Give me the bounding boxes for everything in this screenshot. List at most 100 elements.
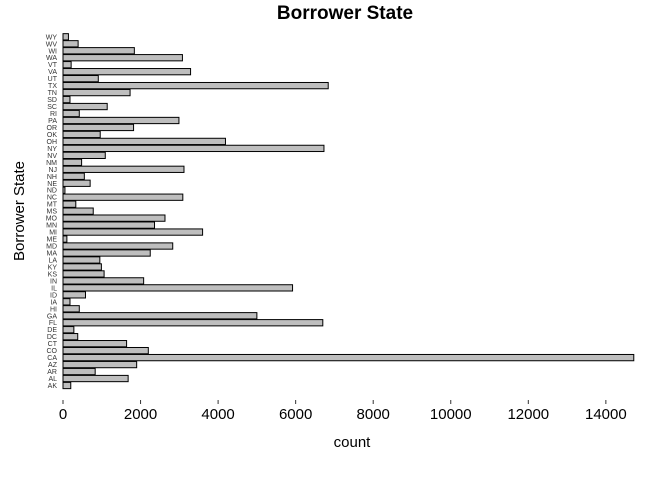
y-tick-label: MO <box>46 216 58 223</box>
bar-mt <box>62 200 77 208</box>
bar-wi <box>62 47 135 55</box>
y-tick-label: UT <box>48 76 58 83</box>
bar-ok <box>62 130 101 139</box>
y-tick-labels: AKALARAZCACOCTDCDEFLGAHIIAIDILINKSKYLAMA… <box>46 34 58 390</box>
bar-wa <box>62 54 183 62</box>
bar-ga <box>62 312 258 320</box>
bar-ms <box>62 207 94 215</box>
y-tick-label: MN <box>46 223 57 230</box>
y-tick-label: MA <box>47 250 58 257</box>
bar-ks <box>62 270 105 278</box>
bar-ut <box>62 75 99 83</box>
bar-mi <box>62 228 204 236</box>
y-tick-label: NH <box>47 174 57 181</box>
bar-il <box>62 284 294 292</box>
y-tick-label: WA <box>46 55 57 62</box>
x-tick-label: 0 <box>59 406 67 423</box>
bar-in <box>62 277 145 285</box>
bar-nh <box>62 172 85 180</box>
y-tick-label: DE <box>47 327 57 334</box>
bar-oh <box>62 137 226 146</box>
y-tick-label: AZ <box>48 362 58 369</box>
y-tick-label: TX <box>48 83 57 90</box>
bar-md <box>62 242 174 250</box>
y-tick-label: HI <box>50 306 57 313</box>
y-tick-label: WI <box>48 48 57 55</box>
bar-ak <box>62 381 72 390</box>
bar-tn <box>62 88 131 97</box>
y-tick-label: CT <box>48 341 58 348</box>
x-axis-title: count <box>334 434 372 451</box>
y-tick-label: ND <box>47 188 57 195</box>
x-tick-label: 4000 <box>201 406 234 423</box>
bar-la <box>62 256 101 264</box>
y-tick-label: ID <box>50 292 57 299</box>
x-tick-label: 2000 <box>124 406 157 423</box>
y-tick-label: AK <box>48 383 58 390</box>
chart-title: Borrower State <box>277 3 413 24</box>
y-tick-label: IA <box>50 299 57 306</box>
bar-dc <box>62 333 79 341</box>
y-tick-label: NM <box>46 160 57 167</box>
y-tick-label: FL <box>49 320 57 327</box>
bar-me <box>62 235 68 243</box>
bar-sd <box>62 95 71 104</box>
x-tick-label: 6000 <box>279 406 312 423</box>
bar-mn <box>62 221 156 229</box>
bar-sc <box>62 102 108 111</box>
bar-va <box>62 68 192 76</box>
bar-ia <box>62 298 71 306</box>
y-tick-label: IL <box>51 285 57 292</box>
y-tick-label: SC <box>47 104 57 111</box>
bar-fl <box>62 319 324 327</box>
bar-ar <box>62 367 96 376</box>
y-tick-label: CO <box>47 348 58 355</box>
bar-ri <box>62 109 80 118</box>
bar-ky <box>62 263 102 271</box>
x-tick-label: 8000 <box>357 406 390 423</box>
y-tick-label: ME <box>47 237 58 244</box>
y-tick-label: IN <box>50 278 57 285</box>
bar-co <box>62 346 149 355</box>
x-tick-label: 10000 <box>430 406 472 423</box>
bar-wy <box>62 33 69 41</box>
bar-nc <box>62 193 184 201</box>
y-tick-label: PA <box>48 118 57 125</box>
x-tick-label: 12000 <box>507 406 549 423</box>
bar-ny <box>62 144 325 153</box>
y-tick-label: OH <box>47 139 58 146</box>
bar-or <box>62 123 135 132</box>
y-tick-label: LA <box>48 257 57 264</box>
bar-ct <box>62 340 128 348</box>
y-tick-label: KS <box>48 271 58 278</box>
x-axis: 0 2000 4000 6000 8000 10000 12000 14000 <box>59 400 627 423</box>
y-tick-label: OR <box>47 125 58 132</box>
bar-nd <box>62 186 66 194</box>
y-tick-label: CA <box>47 355 57 362</box>
bar-mo <box>62 214 166 222</box>
y-tick-label: NC <box>47 195 57 202</box>
bar-pa <box>62 116 180 125</box>
y-tick-label: KY <box>48 264 58 271</box>
y-tick-label: NE <box>47 181 57 188</box>
y-tick-label: MI <box>49 230 57 237</box>
y-tick-label: MS <box>47 209 58 216</box>
bar-az <box>62 360 138 369</box>
bar-ne <box>62 179 91 187</box>
y-tick-label: WY <box>46 34 58 41</box>
bar-nj <box>62 165 185 173</box>
y-tick-label: WV <box>46 41 58 48</box>
x-tick-label: 14000 <box>585 406 627 423</box>
y-tick-label: AL <box>48 376 57 383</box>
y-tick-label: TN <box>48 90 57 97</box>
bar-tx <box>62 81 329 90</box>
bar-hi <box>62 305 80 313</box>
bar-nv <box>62 151 106 160</box>
y-tick-label: NJ <box>48 167 57 174</box>
y-tick-label: OK <box>47 132 57 139</box>
bar-id <box>62 291 86 299</box>
y-tick-label: SD <box>47 97 57 104</box>
y-tick-label: MT <box>47 202 58 209</box>
y-tick-label: RI <box>50 111 57 118</box>
